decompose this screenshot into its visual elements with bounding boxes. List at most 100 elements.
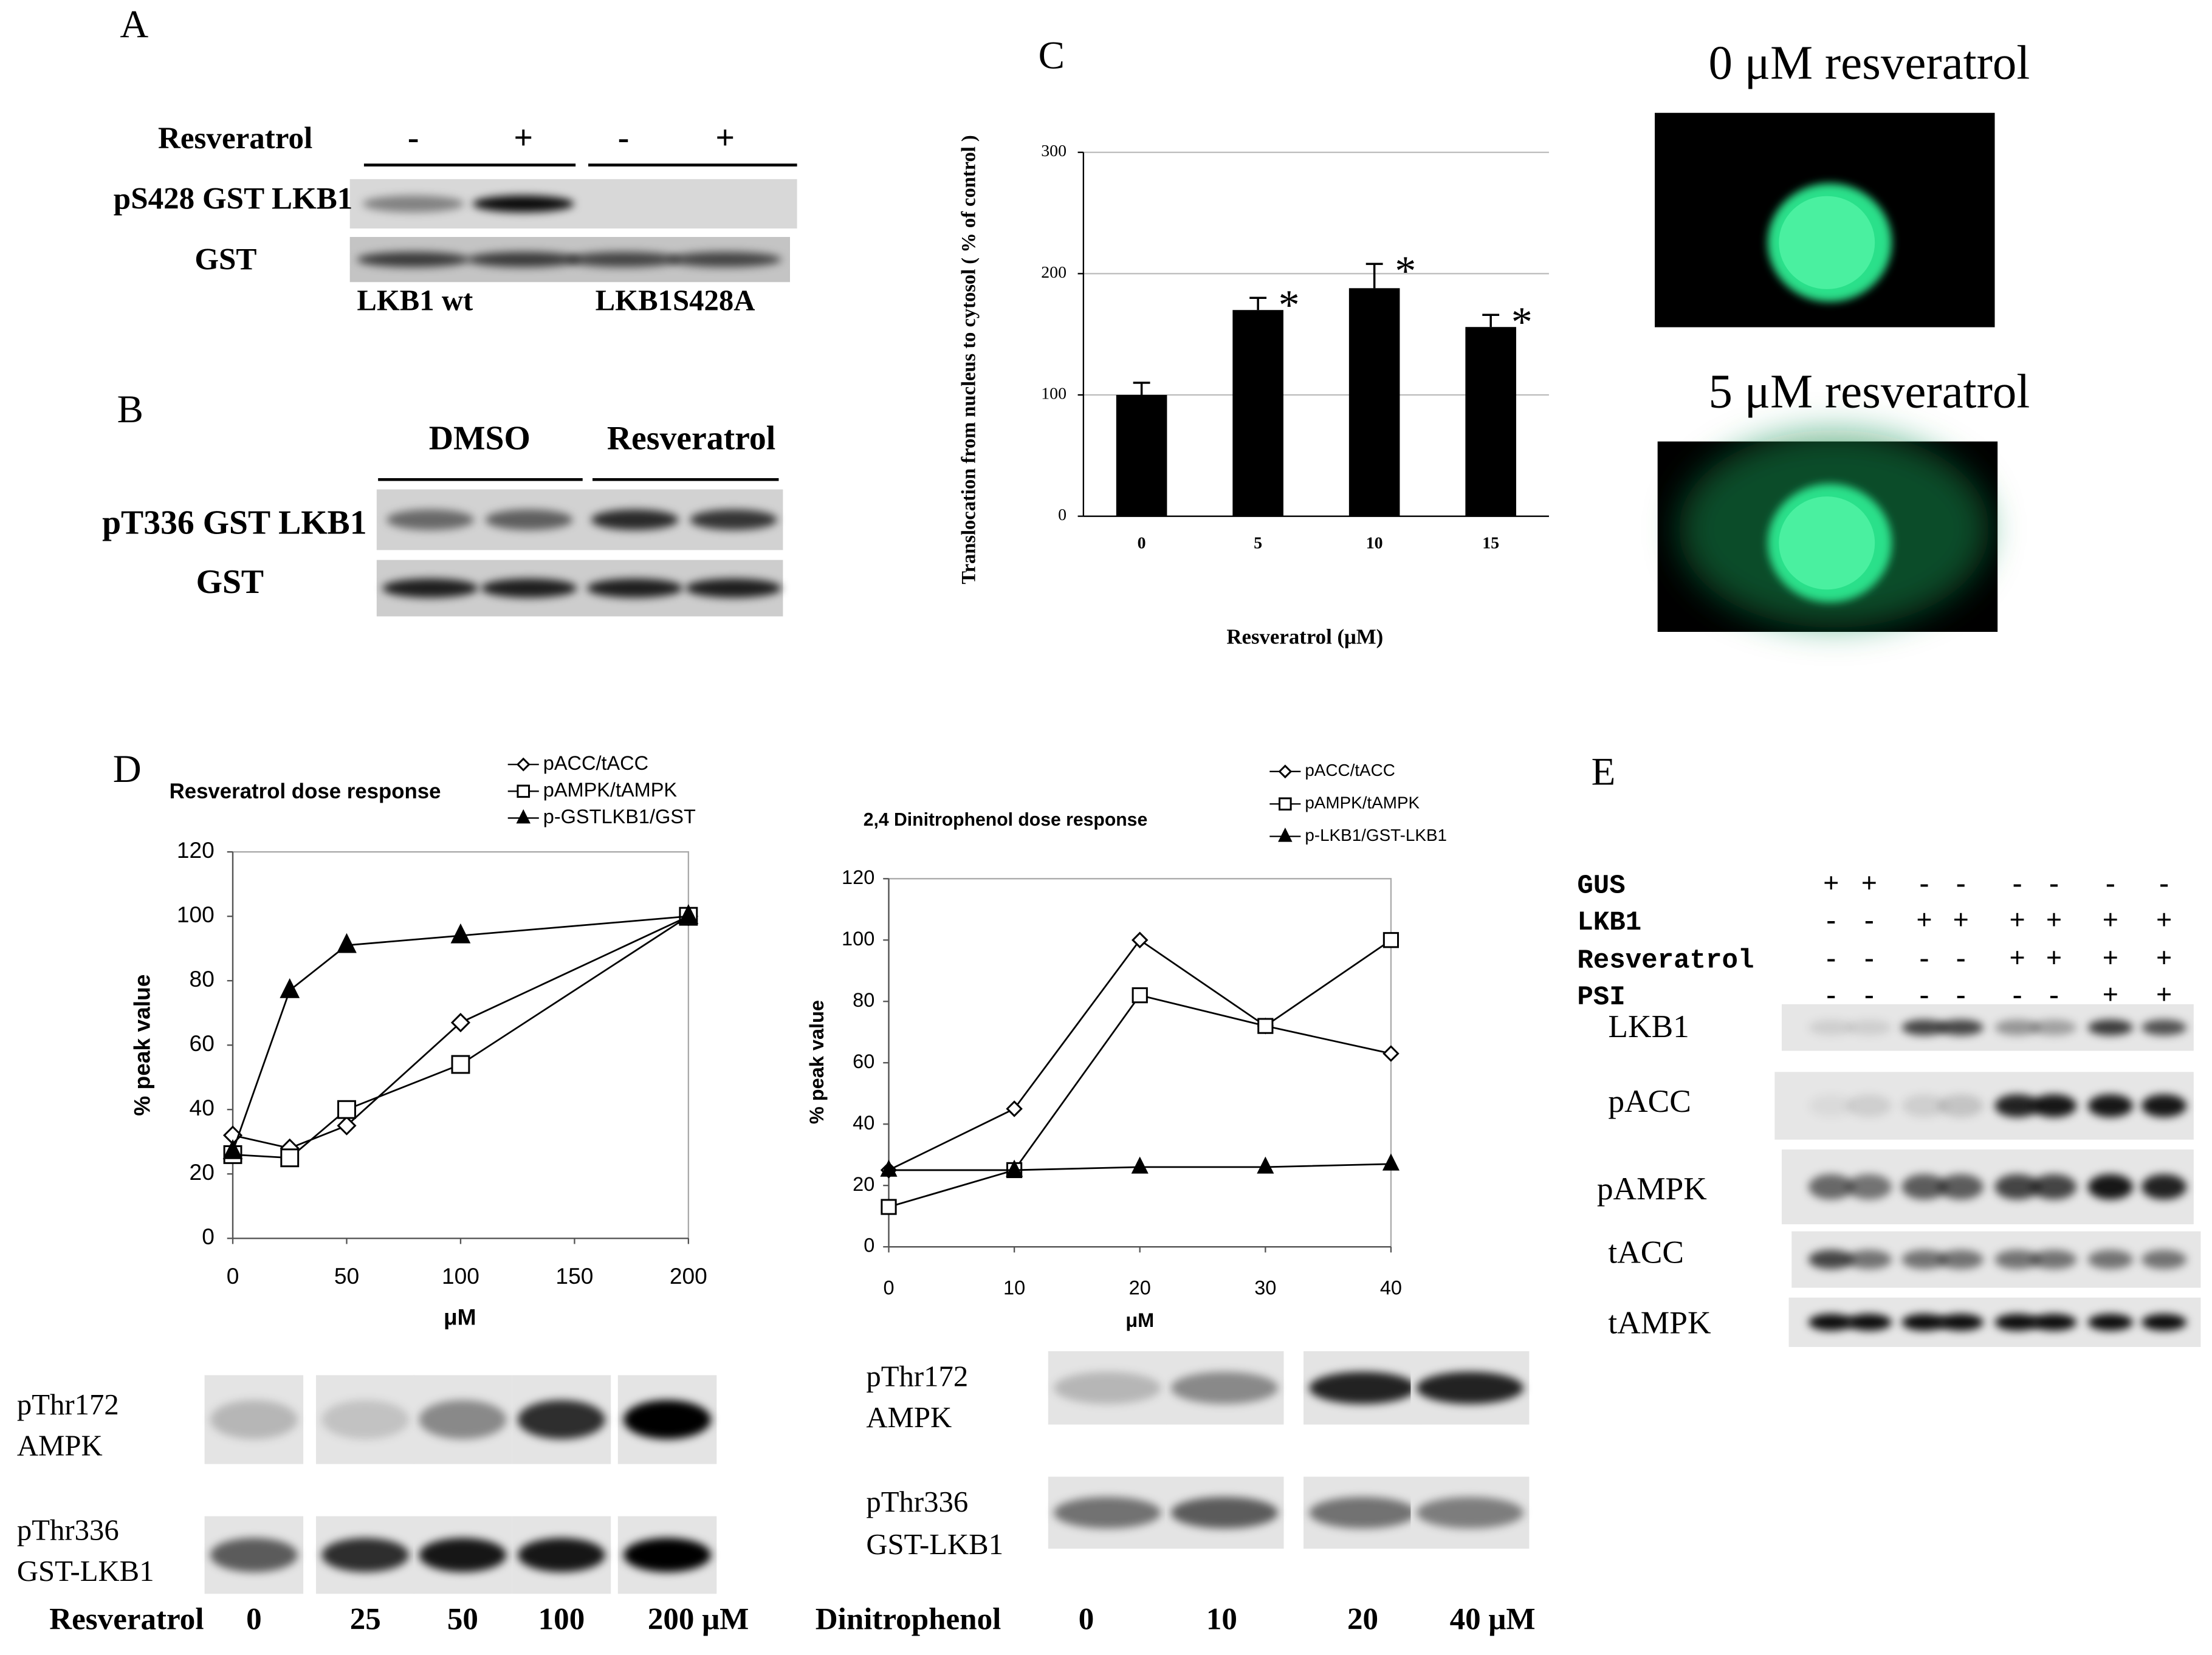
blot-band [1846,1174,1892,1200]
blot-band [1901,1174,1947,1200]
marker [337,1115,357,1136]
blot-band [668,252,782,267]
lane-label: 100 [538,1602,585,1636]
marker [337,933,357,953]
panel-label: C [1039,33,1065,77]
y-axis-label: Translocation from nucleus to cytosol ( … [958,135,980,584]
lane-sign: - [1864,943,1874,974]
annotation: * [1279,282,1300,329]
row-label: pT336 GST LKB1 [102,504,366,542]
blot-band [419,1400,507,1439]
blot-band [321,1400,410,1439]
blot-band [2031,1250,2077,1269]
lane-sign: - [1920,868,1929,899]
marker [222,1139,243,1159]
marker [1382,1153,1400,1171]
x-tick-label: 40 [1380,1276,1402,1298]
lane-sign: - [1956,943,1965,974]
row-label: pThr172 [17,1388,119,1421]
blot-band [210,1400,298,1439]
lane-sign: - [1920,943,1929,974]
blot-band [1309,1371,1417,1404]
x-tick-label: 100 [442,1263,479,1289]
lane-sign: - [1864,979,1874,1010]
y-tick-label: 60 [190,1030,215,1056]
marker [280,1148,300,1168]
group-label: LKB1 wt [357,284,473,317]
legend-label: pACC/tACC [543,752,648,774]
lane-label: 50 [447,1602,478,1636]
y-tick-label: 300 [1041,142,1066,160]
panel-label: E [1592,750,1616,794]
y-tick-label: 0 [864,1235,874,1256]
group-label: DMSO [429,419,531,457]
error-bar [1482,314,1500,327]
blot-band [1309,1496,1417,1529]
marker [337,1100,356,1119]
lane-sign: - [408,119,419,157]
x-tick-label: 200 [670,1263,707,1289]
marker [678,904,699,924]
blot-band [1938,1250,1984,1269]
lane-sign: - [2159,868,2168,899]
blot-band [386,509,474,530]
y-axis-label: % peak value [806,1000,828,1124]
legend-marker [1278,764,1293,779]
bar [1116,395,1167,516]
group-label: LKB1S428A [596,284,755,317]
x-tick-label: 10 [1366,533,1383,552]
x-tick-label: 5 [1254,533,1262,552]
legend-label: pAMPK/tAMPK [543,779,678,801]
marker [450,923,471,944]
image-caption: 0 μM resveratrol [1709,37,2030,90]
legend-label: p-LKB1/GST-LKB1 [1305,826,1447,845]
lane-sign: + [1861,868,1877,899]
blot-band [1808,1019,1854,1036]
row-label: LKB1 [1608,1008,1689,1044]
panel-label: D [113,747,142,791]
lane-sign: + [2046,905,2062,936]
group-label: Resveratrol [607,419,775,457]
blot-band [623,1538,711,1572]
blot-band [472,195,574,213]
blot-band [2087,1174,2133,1200]
blot-band [2031,1314,2077,1331]
blot-band [517,1538,605,1572]
lane-sign: + [715,119,735,157]
blot-band [485,509,573,530]
row-label: pAMPK [1597,1170,1707,1207]
blot-band [1901,1314,1947,1331]
lane-sign: - [2049,979,2058,1010]
nucleus-core [1779,196,1875,289]
y-tick-label: 20 [190,1159,215,1185]
lane-sign: - [1920,979,1929,1010]
row-label: GST-LKB1 [866,1528,1003,1561]
x-tick-label: 10 [1003,1276,1025,1298]
panel-label: B [117,388,143,431]
x-axis-label: μM [444,1304,476,1329]
blot-band [1846,1094,1892,1117]
blot-band [1938,1174,1984,1200]
lane-sign: - [1956,868,1965,899]
condition-label: Resveratrol [1577,946,1754,976]
legend-label: pACC/tACC [1305,761,1395,780]
y-tick-label: 100 [177,902,215,927]
lane-sign: + [1823,868,1839,899]
blot-band [1170,1371,1279,1404]
blot-band [1170,1496,1279,1529]
x-tick-label: 0 [883,1276,894,1298]
y-tick-label: 120 [177,837,215,863]
lane-sign: - [1956,979,1965,1010]
blot-band [1808,1314,1854,1331]
blot-band [623,1400,711,1439]
y-tick-label: 80 [190,966,215,992]
row-label: AMPK [17,1429,103,1462]
y-axis-label: % peak value [129,975,155,1116]
y-tick-label: 60 [853,1050,874,1072]
blot-band [2087,1250,2133,1269]
lane-label: 0 [1079,1602,1094,1636]
marker [1257,1018,1274,1034]
treatment-label: Resveratrol [49,1602,204,1636]
y-tick-label: 100 [1041,384,1066,403]
